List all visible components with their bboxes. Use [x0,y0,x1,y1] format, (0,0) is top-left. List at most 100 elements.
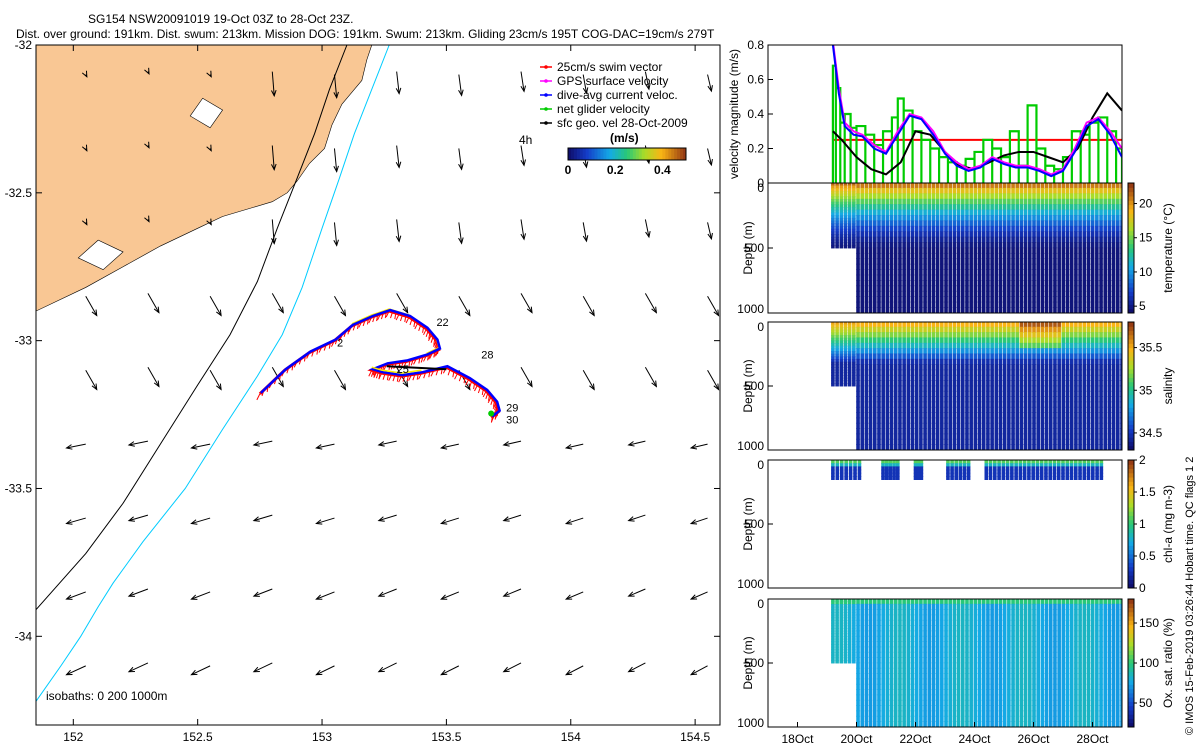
profile-cell [881,599,885,605]
profile-cell [877,390,881,397]
profile-cell [835,337,839,342]
chl-cell [1073,460,1078,464]
profile-cell [1099,285,1103,292]
profile-cell [931,220,936,227]
chl-cell [1018,463,1023,468]
profile-cell [1082,209,1087,216]
profile-cell [923,689,927,696]
profile-cell [843,201,848,206]
profile-cell [852,609,856,613]
profile-cell [927,220,932,227]
profile-cell [831,649,835,653]
profile-cell [839,364,844,368]
profile-cell [906,348,911,355]
profile-cell [852,599,856,603]
profile-cell [1057,236,1061,243]
profile-cell [856,599,860,605]
sfc-arrow-head [645,231,651,239]
sfc-arrow [128,662,149,673]
chl-cell [1031,463,1035,468]
chl-cell [1014,476,1018,480]
chl-cell [950,469,954,474]
profile-cell [1116,269,1120,276]
profile-cell [843,185,848,189]
colorbar-cell [1128,420,1134,425]
sfc-arrow [582,74,587,94]
profile-cell [956,274,961,281]
profile-cell [1044,326,1049,333]
profile-cell [969,296,973,303]
profile-cell [1002,374,1007,381]
profile-cell [868,290,873,298]
profile-cell [1061,290,1066,298]
profile-cell [1061,231,1066,238]
profile-cell [919,710,923,717]
profile-cell [860,641,865,648]
profile-cell [998,269,1003,276]
profile-cell [893,678,898,685]
sfc-arrow [147,293,160,313]
profile-cell [831,322,835,326]
profile-cell [893,422,898,429]
profile-cell [1074,396,1078,403]
profile-cell [1028,193,1032,200]
map-colorbar-cell [644,148,649,160]
sfc-arrow-head [707,158,713,167]
profile-cell [864,348,869,355]
colorbar-cell [1128,248,1134,253]
chl-cell [1056,472,1061,477]
profile-cell [1103,438,1108,445]
profile-cell [1044,193,1049,200]
sfc-arrow-head [190,594,198,600]
profile-cell [881,209,885,216]
profile-cell [931,406,936,413]
profile-cell [965,198,969,205]
profile-cell [910,433,915,440]
profile-cell [906,689,911,696]
sfc-arrow-head [526,306,533,314]
chl-cell [1048,476,1053,480]
profile-cell [1086,428,1091,435]
profile-cell [990,348,994,355]
profile-cell [923,641,927,648]
profile-cell [960,301,965,308]
profile-cell [856,406,860,413]
profile-cell [1082,252,1087,260]
profile-cell [1023,353,1028,360]
profile-cell [1069,220,1074,227]
profile-cell [910,231,915,238]
profile-cell [935,342,940,349]
profile-cell [1061,428,1066,435]
colorbar-frame [1127,182,1135,314]
chl-cell [1052,472,1057,477]
profile-cell [981,326,986,333]
profile-cell [889,353,894,360]
profile-cell [868,263,873,270]
profile-cell [965,444,969,450]
profile-cell [1028,285,1032,292]
profile-cell [898,307,902,313]
profile-cell [881,646,885,653]
profile-cell [1048,307,1053,313]
profile-cell [944,683,948,690]
profile-cell [1107,225,1112,233]
y-tick-label: 500 [744,379,764,393]
profile-cell [1111,396,1116,403]
colorbar-cell [1128,269,1134,275]
colorbar-cell [1128,295,1134,301]
profile-cell [1023,204,1028,211]
profile-cell [1069,401,1074,408]
profile-cell [952,348,957,355]
profile-cell [1023,433,1028,440]
profile-cell [898,242,902,249]
profile-cell [931,619,936,626]
profile-cell [940,290,944,298]
profile-cell [1065,247,1070,254]
profile-cell [1103,428,1108,435]
profile-cell [872,422,877,429]
profile-cell [881,204,885,211]
profile-cell [931,263,936,270]
profile-cell [969,290,973,298]
profile-cell [1019,390,1024,397]
